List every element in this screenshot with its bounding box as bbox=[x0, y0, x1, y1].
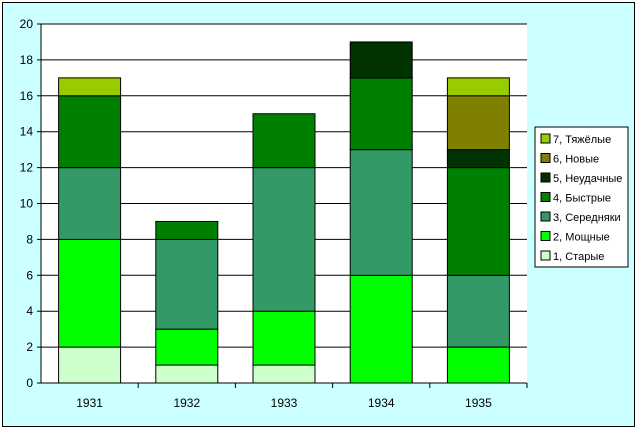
legend-swatch bbox=[540, 172, 551, 183]
legend-swatch bbox=[540, 211, 551, 222]
x-category-label: 1931 bbox=[76, 396, 103, 410]
bar-segment bbox=[446, 346, 510, 384]
legend: 7, Тяжёлые 6, Новые 5, Неудачные 4, Быстрые… bbox=[534, 126, 629, 268]
legend-label: 5, Неудачные bbox=[553, 173, 622, 185]
x-category-label: 1934 bbox=[368, 396, 395, 410]
y-tick-label: 4 bbox=[26, 304, 33, 318]
x-category-label: 1935 bbox=[465, 396, 492, 410]
bar-segment bbox=[252, 113, 316, 169]
bar-segment bbox=[58, 167, 122, 240]
y-tick-label: 16 bbox=[20, 89, 34, 103]
bar-segment bbox=[252, 364, 316, 384]
bar-segment bbox=[155, 220, 219, 240]
bar-segment bbox=[446, 77, 510, 97]
bar-segment bbox=[349, 274, 413, 384]
x-category-label: 1933 bbox=[271, 396, 298, 410]
bar-segment bbox=[58, 346, 122, 384]
y-tick-label: 10 bbox=[20, 197, 34, 211]
y-tick-label: 12 bbox=[20, 161, 34, 175]
bar-segment bbox=[155, 328, 219, 366]
bar-segment bbox=[58, 238, 122, 348]
bar-segment bbox=[446, 149, 510, 169]
legend-label: 1, Старые bbox=[553, 251, 604, 263]
bar-segment bbox=[349, 77, 413, 151]
legend-swatch bbox=[540, 231, 551, 241]
y-tick-label: 6 bbox=[26, 268, 33, 282]
legend-swatch bbox=[540, 133, 551, 144]
bar-segment bbox=[446, 95, 510, 151]
bar-segment bbox=[58, 77, 122, 97]
bar-segment bbox=[155, 364, 219, 384]
legend-label: 4, Быстрые bbox=[553, 193, 611, 205]
y-tick-label: 0 bbox=[26, 376, 33, 390]
bars bbox=[58, 41, 510, 384]
y-tick-label: 18 bbox=[20, 53, 34, 67]
bar-segment bbox=[446, 167, 510, 276]
bar-segment bbox=[252, 310, 316, 366]
legend-label: 3, Середняки bbox=[553, 212, 621, 224]
legend-label: 2, Мощные bbox=[553, 232, 610, 244]
bar-segment bbox=[446, 274, 510, 348]
bar-segment bbox=[155, 238, 219, 330]
bar-segment bbox=[252, 167, 316, 312]
legend-swatch bbox=[540, 192, 551, 202]
legend-swatch bbox=[540, 153, 551, 163]
y-tick-label: 2 bbox=[26, 340, 33, 354]
y-tick-label: 8 bbox=[26, 232, 33, 246]
y-tick-label: 14 bbox=[20, 125, 34, 139]
x-category-label: 1932 bbox=[173, 396, 200, 410]
bar-segment bbox=[58, 95, 122, 169]
legend-swatch bbox=[540, 250, 551, 261]
legend-label: 6, Новые bbox=[553, 154, 599, 166]
y-tick-label: 20 bbox=[20, 17, 34, 31]
x-category-labels: 1931 1932 1933 1934 1935 bbox=[76, 383, 528, 410]
bar-segment bbox=[349, 41, 413, 79]
y-tick-labels: 0 2 4 6 8 10 12 14 16 18 20 bbox=[20, 17, 41, 390]
bar-segment bbox=[349, 149, 413, 276]
legend-label: 7, Тяжёлые bbox=[553, 134, 611, 146]
